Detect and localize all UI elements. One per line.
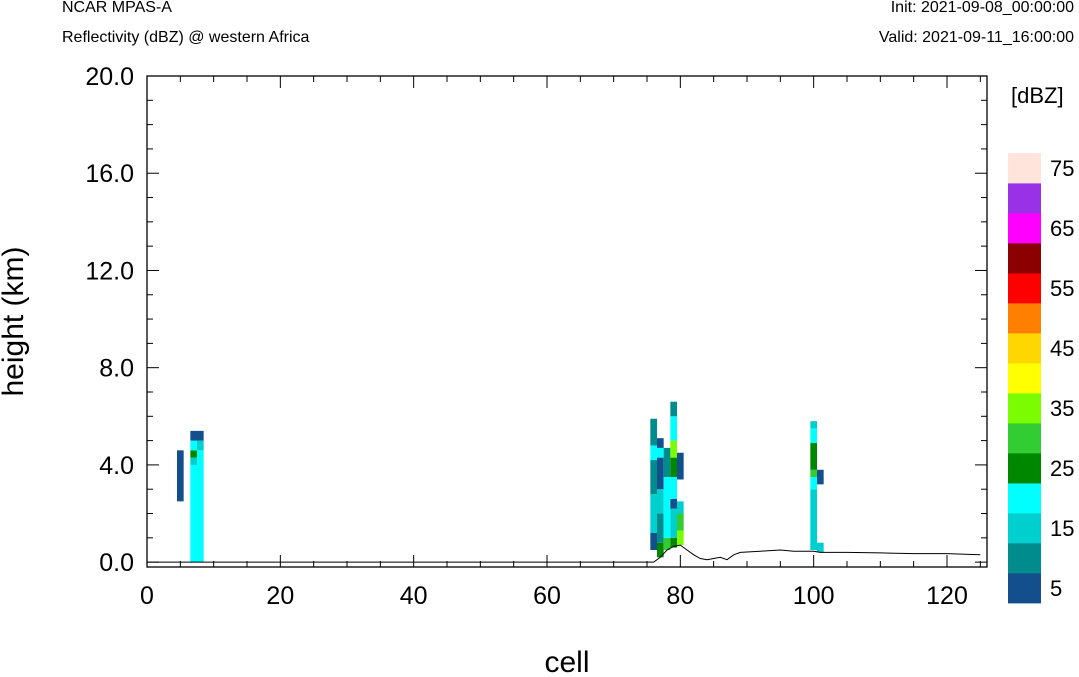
terrain-line xyxy=(147,544,981,563)
x-tick-label: 60 xyxy=(533,582,561,610)
terrain xyxy=(147,544,981,563)
reflectivity-cell xyxy=(810,428,817,444)
colorbar-swatch xyxy=(1008,243,1041,274)
reflectivity-cell xyxy=(670,498,677,509)
reflectivity-cell xyxy=(190,430,197,441)
y-tick-label: 8.0 xyxy=(99,355,134,383)
y-tick-label: 4.0 xyxy=(99,452,134,480)
colorbar-label: 5 xyxy=(1050,576,1062,601)
reflectivity-cell xyxy=(810,477,817,490)
reflectivity-cell xyxy=(817,469,824,485)
reflectivity-cell xyxy=(650,494,657,533)
y-tick-label: 16.0 xyxy=(85,160,134,188)
colorbar-swatch xyxy=(1008,273,1041,304)
reflectivity-cell xyxy=(197,450,204,563)
colorbar-swatch xyxy=(1008,153,1041,184)
reflectivity-cell xyxy=(663,447,671,478)
field-description: Reflectivity (dBZ) @ western Africa xyxy=(62,29,310,46)
x-axis-label: cell xyxy=(544,646,589,677)
colorbar-label: 55 xyxy=(1050,276,1074,301)
reflectivity-cell xyxy=(677,530,684,546)
colorbar-label: 75 xyxy=(1050,156,1074,181)
colorbar: 5 15 25 35 45 55 65 75 xyxy=(1008,153,1074,604)
x-tick-label: 80 xyxy=(666,582,694,610)
reflectivity-cell xyxy=(670,401,677,417)
plot-frame xyxy=(146,75,988,568)
reflectivity-cell xyxy=(190,457,197,465)
model-name: NCAR MPAS-A xyxy=(62,0,172,16)
colorbar-title: [dBZ] xyxy=(1011,83,1064,108)
reflectivity-cell xyxy=(670,457,677,478)
reflectivity-cell xyxy=(810,421,817,429)
colorbar-label: 45 xyxy=(1050,336,1074,361)
valid-time: Valid: 2021-09-11_16:00:00 xyxy=(878,29,1074,46)
x-tick-label: 40 xyxy=(400,582,428,610)
reflectivity-cell xyxy=(657,542,664,558)
reflectivity-cell xyxy=(677,513,684,531)
reflectivity-cell xyxy=(197,440,204,451)
reflectivity-cell xyxy=(650,418,657,446)
reflectivity-cell xyxy=(657,438,664,448)
reflectivity-cell xyxy=(670,477,677,499)
reflectivity-cell xyxy=(670,416,677,441)
reflectivity-cell xyxy=(657,513,664,543)
colorbar-swatch xyxy=(1008,393,1041,424)
reflectivity-cell xyxy=(663,537,671,550)
colorbar-label: 15 xyxy=(1050,516,1074,541)
reflectivity-cell xyxy=(810,443,817,470)
reflectivity-cell xyxy=(677,452,684,480)
reflectivity-cell xyxy=(657,447,664,458)
colorbar-label: 65 xyxy=(1050,216,1074,241)
x-tick-label: 120 xyxy=(926,582,968,610)
colorbar-swatch xyxy=(1008,543,1041,574)
y-axis-label: height (km) xyxy=(0,246,30,396)
reflectivity-cell xyxy=(810,489,817,550)
colorbar-swatch xyxy=(1008,453,1041,484)
x-tick-label: 0 xyxy=(140,582,154,610)
reflectivity-cell xyxy=(677,501,684,514)
reflectivity-cell xyxy=(670,537,677,548)
reflectivity-cell xyxy=(670,440,677,458)
y-tick-label: 0.0 xyxy=(99,549,134,577)
colorbar-swatch xyxy=(1008,363,1041,394)
reflectivity-cell xyxy=(197,430,204,441)
reflectivity-cell xyxy=(670,508,677,538)
colorbar-swatch xyxy=(1008,303,1041,334)
reflectivity-cells xyxy=(177,401,824,563)
reflectivity-cell xyxy=(650,460,657,495)
colorbar-swatch xyxy=(1008,513,1041,544)
init-time: Init: 2021-09-08_00:00:00 xyxy=(890,0,1074,16)
x-tick-label: 20 xyxy=(266,582,294,610)
reflectivity-cell xyxy=(657,489,664,514)
reflectivity-cell xyxy=(650,445,657,461)
reflectivity-cell xyxy=(657,457,664,490)
colorbar-swatch xyxy=(1008,333,1041,364)
colorbar-label: 25 xyxy=(1050,456,1074,481)
axis-ticks: 0 20 40 60 80 100 120 0.0 4.0 8.0 12.0 16.0 20.0 xyxy=(85,63,987,610)
y-tick-label: 12.0 xyxy=(85,257,134,285)
colorbar-swatch xyxy=(1008,573,1041,604)
colorbar-label: 35 xyxy=(1050,396,1074,421)
reflectivity-cell xyxy=(190,450,197,458)
reflectivity-cell xyxy=(177,450,184,502)
reflectivity-cell xyxy=(663,477,671,538)
x-tick-label: 100 xyxy=(793,582,835,610)
reflectivity-cell xyxy=(810,469,817,478)
reflectivity-cell xyxy=(190,464,197,563)
reflectivity-cell xyxy=(650,532,657,550)
colorbar-swatch xyxy=(1008,483,1041,514)
reflectivity-cell xyxy=(817,542,824,553)
y-tick-label: 20.0 xyxy=(85,63,134,91)
colorbar-swatch xyxy=(1008,213,1041,244)
reflectivity-cell xyxy=(190,440,197,451)
colorbar-swatch xyxy=(1008,183,1041,214)
colorbar-swatch xyxy=(1008,423,1041,454)
